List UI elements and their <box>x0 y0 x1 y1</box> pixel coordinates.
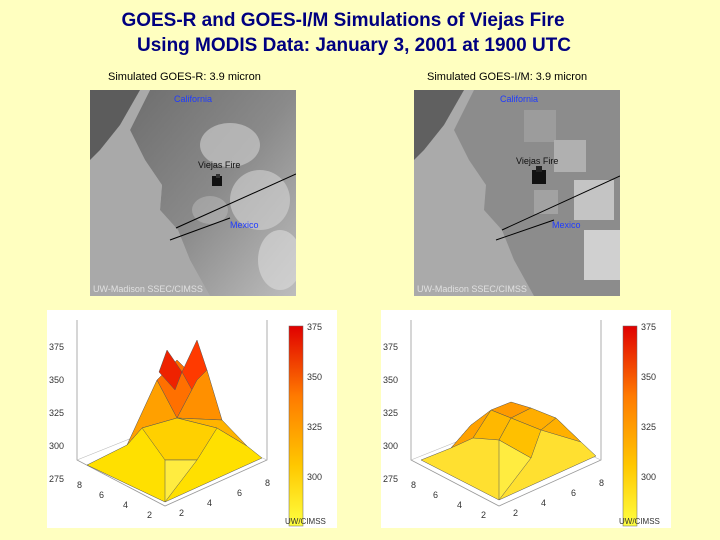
x-tick: 8 <box>265 478 270 488</box>
mexico-label: Mexico <box>230 220 259 230</box>
y-tick: 350 <box>49 375 64 385</box>
right-caption: Simulated GOES-I/M: 3.9 micron <box>427 71 588 83</box>
goes-im-image <box>414 90 620 296</box>
colorbar-tick: 300 <box>641 472 656 482</box>
image-credit: UW-Madison SSEC/CIMSS <box>417 284 527 294</box>
x-tick: 2 <box>179 508 184 518</box>
x-tick: 8 <box>77 480 82 490</box>
viejas-fire-label: Viejas Fire <box>516 156 559 166</box>
california-label: California <box>174 94 213 104</box>
x-tick: 6 <box>571 488 576 498</box>
plot-credit: UW/CIMSS <box>619 517 660 526</box>
y-tick: 350 <box>383 375 398 385</box>
title-line-2: Using MODIS Data: January 3, 2001 at 190… <box>137 35 571 56</box>
x-tick: 6 <box>237 488 242 498</box>
viejas-fire-label: Viejas Fire <box>198 160 241 170</box>
y-tick: 375 <box>49 342 64 352</box>
title-line-1: GOES-R and GOES-I/M Simulations of Vieja… <box>121 10 565 31</box>
mexico-label: Mexico <box>552 220 581 230</box>
x-tick: 4 <box>207 498 212 508</box>
y-tick: 375 <box>383 342 398 352</box>
x-tick: 2 <box>481 510 486 520</box>
goes-r-surface: 375 350 325 300 275 8 6 4 2 2 4 6 8 375 … <box>49 320 326 527</box>
y-tick: 325 <box>49 408 64 418</box>
left-caption: Simulated GOES-R: 3.9 micron <box>108 71 261 83</box>
goes-r-image <box>90 90 296 296</box>
colorbar-tick: 350 <box>307 372 322 382</box>
california-label: California <box>500 94 539 104</box>
colorbar-tick: 350 <box>641 372 656 382</box>
x-tick: 2 <box>513 508 518 518</box>
y-tick: 300 <box>49 441 64 451</box>
goes-r-image-panel: California Viejas Fire Mexico UW-Madison… <box>90 90 296 296</box>
colorbar-tick: 325 <box>307 422 322 432</box>
x-tick: 6 <box>99 490 104 500</box>
goes-im-surface-plot: 375 350 325 300 275 8 6 4 2 2 4 6 8 375 … <box>381 310 671 528</box>
y-tick: 275 <box>383 474 398 484</box>
goes-im-image-panel: California Viejas Fire Mexico UW-Madison… <box>414 90 620 296</box>
x-tick: 6 <box>433 490 438 500</box>
x-tick: 4 <box>457 500 462 510</box>
x-tick: 8 <box>599 478 604 488</box>
x-tick: 4 <box>541 498 546 508</box>
colorbar-tick: 300 <box>307 472 322 482</box>
y-tick: 325 <box>383 408 398 418</box>
goes-im-surface: 375 350 325 300 275 8 6 4 2 2 4 6 8 375 … <box>383 320 660 527</box>
x-tick: 8 <box>411 480 416 490</box>
colorbar-tick: 375 <box>641 322 656 332</box>
y-tick: 275 <box>49 474 64 484</box>
colorbar-tick: 325 <box>641 422 656 432</box>
plot-credit: UW/CIMSS <box>285 517 326 526</box>
colorbar-tick: 375 <box>307 322 322 332</box>
image-credit: UW-Madison SSEC/CIMSS <box>93 284 203 294</box>
x-tick: 4 <box>123 500 128 510</box>
x-tick: 2 <box>147 510 152 520</box>
y-tick: 300 <box>383 441 398 451</box>
goes-r-surface-plot: 375 350 325 300 275 8 6 4 2 2 4 6 8 375 … <box>47 310 337 528</box>
